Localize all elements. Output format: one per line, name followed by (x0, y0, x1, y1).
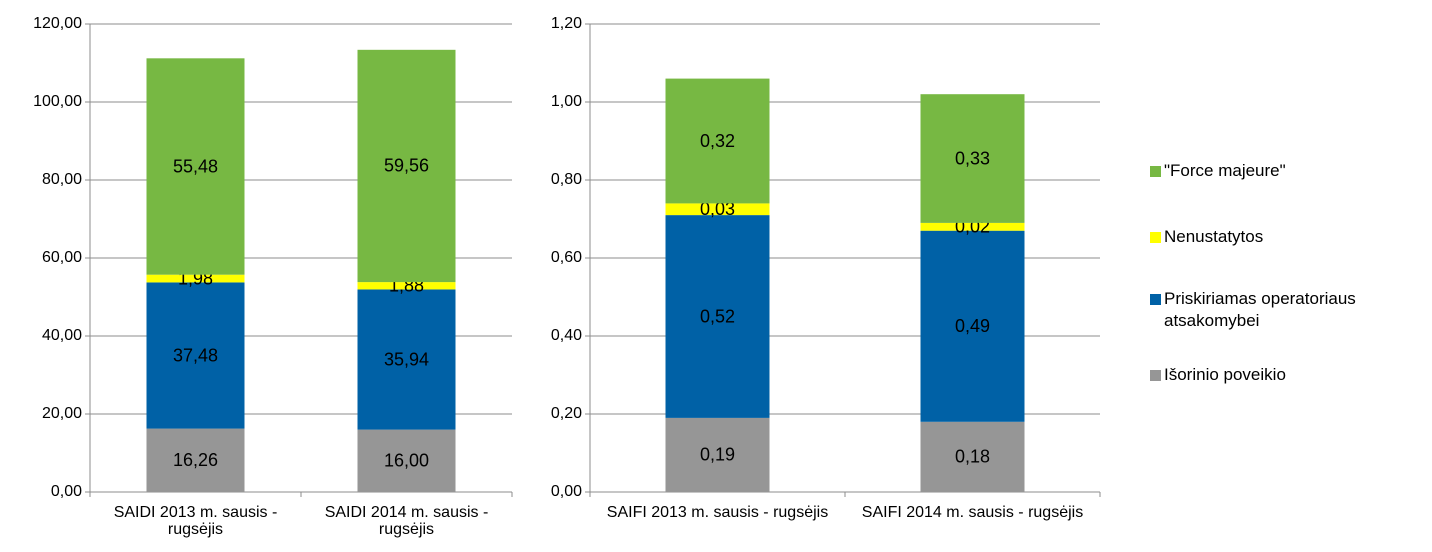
value-label: 0,33 (955, 148, 990, 168)
bar-segment (146, 58, 245, 275)
y-tick-label: 0,20 (551, 405, 582, 422)
y-tick-label: 0,80 (551, 171, 582, 188)
bar-segment (146, 428, 245, 492)
x-tick-label: SAIFI 2014 m. sausis - rugsėjis (861, 504, 1084, 521)
y-tick-label: 0,40 (551, 327, 582, 344)
value-label: 35,94 (384, 349, 429, 369)
value-label: 0,19 (700, 445, 735, 465)
value-label: 0,32 (700, 131, 735, 151)
y-tick-label: 60,00 (42, 249, 82, 266)
y-tick-label: 120,00 (33, 15, 82, 32)
x-tick-label: SAIDI 2014 m. sausis - rugsėjis (324, 504, 489, 538)
y-tick-label: 0,60 (551, 249, 582, 266)
legend-swatch (1150, 370, 1161, 381)
bar-segment (665, 215, 770, 418)
bar-segment (920, 94, 1025, 223)
bar-segment (357, 429, 456, 492)
legend-swatch (1150, 294, 1161, 305)
bar-segment (357, 289, 456, 430)
bar-segment (357, 49, 456, 283)
bar-segment (665, 203, 770, 216)
value-label: 16,00 (384, 451, 429, 471)
legend-label: "Force majeure" (1164, 161, 1286, 180)
legend-label: Priskiriamas operatoriaus atsakomybei (1164, 289, 1356, 330)
legend-label: Išorinio poveikio (1164, 365, 1286, 384)
y-tick-label: 20,00 (42, 405, 82, 422)
bar-segment (920, 421, 1025, 492)
legend-item: Nenustatytos (1150, 226, 1430, 248)
value-label: 0,18 (955, 447, 990, 467)
legend-label: Nenustatytos (1164, 227, 1264, 246)
y-tick-label: 1,20 (551, 15, 582, 32)
value-label: 16,26 (173, 450, 218, 470)
y-tick-label: 0,00 (551, 483, 582, 500)
x-tick-label: SAIFI 2013 m. sausis - rugsėjis (606, 504, 829, 521)
bar-segment (665, 417, 770, 492)
bar-segment (920, 222, 1025, 231)
bar-segment (146, 282, 245, 429)
value-label: 0,52 (700, 306, 735, 326)
y-tick-label: 100,00 (33, 93, 82, 110)
value-label: 0,49 (955, 316, 990, 336)
bar-segment (665, 78, 770, 204)
x-tick-label: SAIDI 2013 m. sausis - rugsėjis (113, 504, 278, 538)
y-tick-label: 40,00 (42, 327, 82, 344)
bar-segment (146, 274, 245, 283)
value-label: 55,48 (173, 156, 218, 176)
legend-item: Priskiriamas operatoriaus atsakomybei (1150, 288, 1430, 332)
y-tick-label: 1,00 (551, 93, 582, 110)
y-tick-label: 0,00 (51, 483, 82, 500)
value-label: 59,56 (384, 156, 429, 176)
legend-swatch (1150, 166, 1161, 177)
bar-segment (357, 282, 456, 290)
legend-item: "Force majeure" (1150, 160, 1430, 182)
value-label: 0,03 (700, 199, 735, 219)
legend-item: Išorinio poveikio (1150, 364, 1430, 386)
y-tick-label: 80,00 (42, 171, 82, 188)
legend-swatch (1150, 232, 1161, 243)
value-label: 37,48 (173, 345, 218, 365)
bar-segment (920, 230, 1025, 422)
